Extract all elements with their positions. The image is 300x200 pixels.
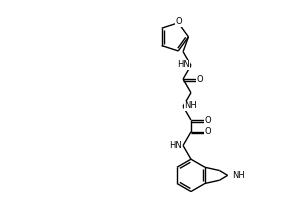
Text: O: O (176, 17, 182, 26)
Text: O: O (197, 75, 203, 84)
Text: HN: HN (177, 60, 190, 69)
Text: NH: NH (232, 171, 245, 180)
Text: NH: NH (184, 101, 197, 110)
Text: O: O (205, 116, 211, 125)
Text: O: O (205, 127, 211, 136)
Text: HN: HN (169, 141, 182, 150)
